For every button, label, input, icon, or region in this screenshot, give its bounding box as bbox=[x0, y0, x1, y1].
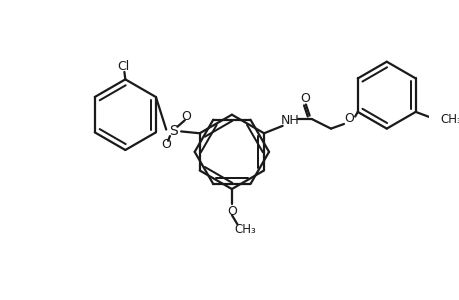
Text: S: S bbox=[169, 124, 178, 138]
Text: CH₃: CH₃ bbox=[439, 113, 459, 126]
Text: O: O bbox=[344, 112, 354, 125]
Text: NH: NH bbox=[280, 114, 299, 127]
Text: O: O bbox=[161, 138, 171, 151]
Text: CH₃: CH₃ bbox=[234, 224, 255, 236]
Text: O: O bbox=[299, 92, 309, 105]
Text: O: O bbox=[181, 110, 191, 123]
Text: O: O bbox=[226, 205, 236, 218]
Text: Cl: Cl bbox=[117, 60, 129, 73]
